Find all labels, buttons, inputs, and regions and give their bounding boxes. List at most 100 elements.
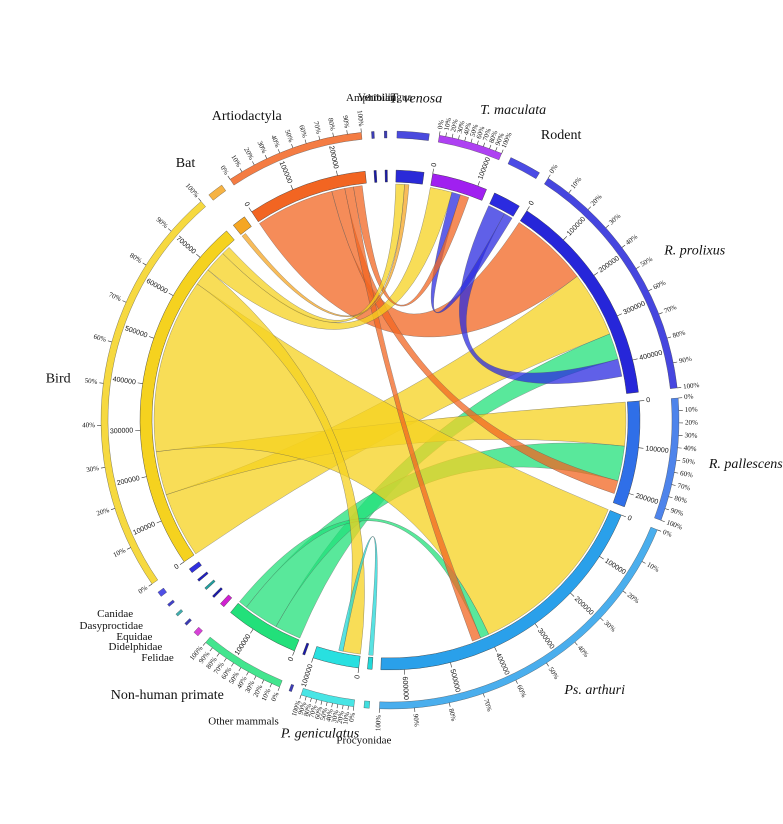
- node-arc: [230, 602, 300, 652]
- tick: [628, 493, 634, 496]
- percent-tick: [476, 140, 479, 145]
- percent-tick: [515, 680, 518, 684]
- node-label: Felidae: [141, 652, 173, 664]
- tick: [432, 168, 434, 174]
- percent-tick-label: 50%: [84, 377, 98, 387]
- percent-tick-label: 0%: [684, 392, 694, 401]
- percent-ring: [184, 618, 192, 626]
- count-tick-label: 200000: [598, 255, 621, 274]
- percent-tick: [238, 667, 242, 672]
- count-tick-label: 500000: [448, 669, 460, 693]
- percent-tick: [641, 561, 646, 564]
- percent-tick-label: 90%: [411, 714, 420, 728]
- tick: [357, 667, 360, 674]
- count-tick-label: 300000: [622, 300, 646, 316]
- percent-tick: [451, 133, 454, 138]
- tick: [617, 313, 622, 317]
- percent-tick: [664, 508, 669, 511]
- count-tick-label: 100000: [645, 445, 669, 455]
- percent-tick-label: 40%: [683, 444, 697, 453]
- count-tick-label: 100000: [301, 663, 315, 687]
- percent-tick-label: 50%: [639, 255, 654, 269]
- percent-tick-label: 50%: [319, 707, 330, 721]
- percent-tick-label: 40%: [324, 708, 334, 722]
- node-label: R. prolixus: [663, 244, 725, 259]
- percent-tick-label: 30%: [456, 120, 467, 135]
- node-arc: [220, 594, 233, 608]
- percent-tick: [315, 699, 317, 704]
- percent-tick: [320, 700, 323, 705]
- tick: [137, 382, 143, 384]
- percent-tick-label: 10%: [341, 711, 351, 725]
- percent-tick: [310, 698, 312, 703]
- percent-tick: [668, 496, 673, 499]
- count-tick-label: 100000: [278, 160, 294, 184]
- percent-tick: [304, 139, 307, 144]
- percent-tick: [326, 702, 328, 707]
- percent-tick-label: 10%: [645, 561, 660, 574]
- percent-tick: [674, 472, 679, 474]
- percent-tick-label: 30%: [607, 212, 622, 227]
- tick: [477, 181, 480, 187]
- percent-tick: [148, 583, 153, 587]
- node-arc: [612, 400, 641, 508]
- percent-tick: [622, 590, 627, 594]
- percent-tick-label: 50%: [283, 129, 295, 144]
- percent-tick-label: 40%: [576, 644, 590, 659]
- percent-tick: [635, 266, 640, 269]
- count-tick-label: 0: [242, 201, 250, 208]
- count-tick-label: 600000: [401, 676, 409, 700]
- percent-tick-label: 20%: [336, 710, 346, 724]
- percent-ring: [544, 177, 678, 389]
- tick: [599, 556, 604, 560]
- percent-ring: [438, 135, 502, 161]
- percent-tick-label: 30%: [684, 431, 697, 440]
- percent-tick-label: 70%: [308, 704, 319, 719]
- node-arc: [489, 192, 520, 217]
- chord: [338, 536, 378, 656]
- percent-tick-label: 80%: [447, 708, 457, 722]
- percent-tick: [673, 361, 678, 364]
- count-tick-label: 600000: [145, 278, 169, 296]
- percent-tick: [482, 693, 485, 698]
- percent-tick: [347, 705, 349, 711]
- tick: [250, 629, 254, 634]
- percent-tick-label: 10%: [569, 175, 583, 190]
- tick: [638, 447, 644, 449]
- percent-tick-label: 40%: [82, 421, 95, 429]
- percent-ring: [193, 626, 203, 637]
- tick: [632, 358, 638, 361]
- node-arc: [212, 587, 223, 598]
- node-arc: [302, 642, 310, 656]
- percent-tick: [269, 683, 272, 688]
- node-label: Canidae: [97, 608, 133, 620]
- percent-tick-label: 20%: [626, 591, 641, 605]
- tick: [570, 592, 575, 597]
- percent-ring: [300, 688, 355, 707]
- percent-tick-label: 60%: [679, 469, 693, 479]
- percent-tick: [264, 154, 268, 159]
- count-tick-label: 700000: [175, 235, 197, 256]
- node-label: Ps. arthuri: [563, 683, 625, 698]
- count-tick-label: 100000: [477, 156, 492, 180]
- count-tick-label: 100000: [603, 558, 626, 577]
- count-tick-label: 500000: [124, 325, 148, 339]
- percent-tick-label: 0%: [662, 528, 674, 539]
- percent-tick-label: 30%: [86, 464, 100, 474]
- percent-tick: [107, 340, 112, 343]
- node-label: Dasyproctidae: [80, 620, 144, 632]
- node-label: Vermilingua: [358, 92, 412, 104]
- percent-ring: [507, 157, 540, 179]
- percent-tick: [458, 135, 460, 140]
- percent-tick-label: 60%: [313, 706, 324, 721]
- percent-tick-label: 0%: [137, 584, 149, 596]
- percent-tick: [353, 706, 355, 711]
- node-label: Bird: [46, 371, 71, 386]
- tick: [168, 292, 174, 296]
- count-tick-label: 100000: [566, 216, 587, 238]
- node-arc: [139, 230, 235, 563]
- percent-ring: [288, 684, 295, 692]
- tick: [290, 184, 294, 190]
- percent-tick: [671, 484, 676, 486]
- percent-tick: [239, 168, 243, 172]
